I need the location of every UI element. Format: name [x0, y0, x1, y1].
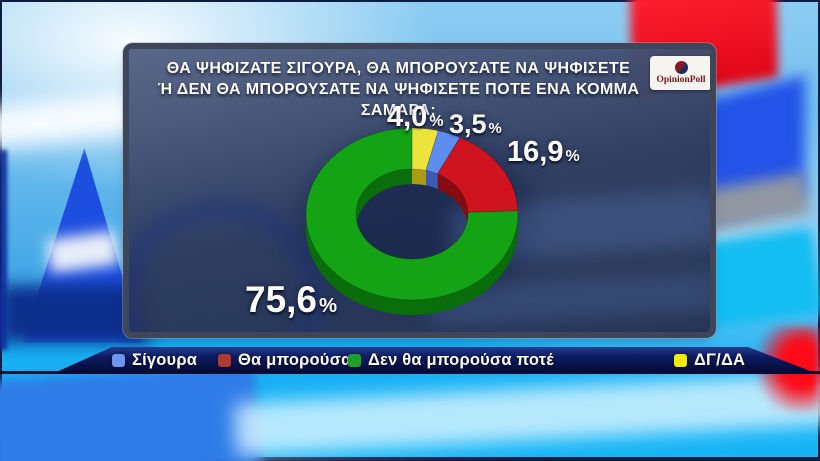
opinionpoll-logo-icon	[674, 61, 688, 74]
question-title-line1: ΘΑ ΨΗΦΙΖΑΤΕ ΣΙΓΟΥΡΑ, ΘΑ ΜΠΟΡΟΥΣΑΤΕ ΝΑ ΨΗ…	[166, 60, 631, 77]
question-title: ΘΑ ΨΗΦΙΖΑΤΕ ΣΙΓΟΥΡΑ, ΘΑ ΜΠΟΡΟΥΣΑΤΕ ΝΑ ΨΗ…	[129, 49, 710, 121]
legend-item-den-tha-mporousa: Δεν θα μπορούσα ποτέ	[348, 347, 554, 374]
percent-sign: %	[429, 113, 444, 130]
dg-da-value: 4,0	[387, 101, 428, 133]
legend-item-tha-mporousa: Θα μπορούσα	[218, 347, 351, 374]
label-den-tha-mporousa-percent: 75,6%	[245, 279, 337, 321]
opinionpoll-logo: OpinionPoll	[650, 56, 710, 90]
bg-dark-blue-blob	[0, 285, 150, 343]
legend-item-dg-da: ΔΓ/ΔΑ	[674, 347, 745, 374]
den-tha-mporousa-value: 75,6	[245, 279, 318, 320]
tha-mporousa-value: 16,9	[507, 136, 564, 168]
sigoura-value: 3,5	[449, 109, 487, 139]
question-title-line2: Ή ΔΕΝ ΘΑ ΜΠΟΡΟΥΣΑΤΕ ΝΑ ΨΗΦΙΣΕΤΕ ΠΟΤΕ ΕΝΑ…	[157, 81, 640, 119]
percent-sign: %	[565, 148, 580, 165]
poll-panel: ΘΑ ΨΗΦΙΖΑΤΕ ΣΙΓΟΥΡΑ, ΘΑ ΜΠΟΡΟΥΣΑΤΕ ΝΑ ΨΗ…	[129, 49, 710, 332]
label-tha-mporousa-percent: 16,9%	[507, 136, 580, 169]
legend-label: ΔΓ/ΔΑ	[694, 351, 746, 369]
legend-swatch-red	[218, 354, 231, 367]
bg-bottom-left-shape	[0, 362, 262, 461]
legend-swatch-green	[348, 354, 361, 367]
label-sigoura-percent: 3,5%	[449, 109, 502, 140]
bg-left-edge-stripe	[0, 150, 7, 350]
legend-item-sigoura: Σίγουρα	[112, 347, 197, 374]
label-dg-da-percent: 4,0%	[387, 101, 444, 134]
percent-sign: %	[319, 295, 338, 317]
donut-chart	[305, 127, 519, 316]
legend-label: Θα μπορούσα	[238, 351, 352, 369]
legend-label: Σίγουρα	[132, 351, 198, 369]
percent-sign: %	[488, 121, 502, 137]
bg-bottom-light-band	[234, 372, 820, 456]
legend-label: Δεν θα μπορούσα ποτέ	[368, 351, 554, 369]
legend-bar: Σίγουρα Θα μπορούσα Δεν θα μπορούσα ποτέ…	[52, 347, 818, 374]
legend-swatch-yellow	[674, 354, 687, 367]
opinionpoll-logo-text: OpinionPoll	[656, 75, 706, 85]
legend-swatch-blue	[112, 354, 125, 367]
